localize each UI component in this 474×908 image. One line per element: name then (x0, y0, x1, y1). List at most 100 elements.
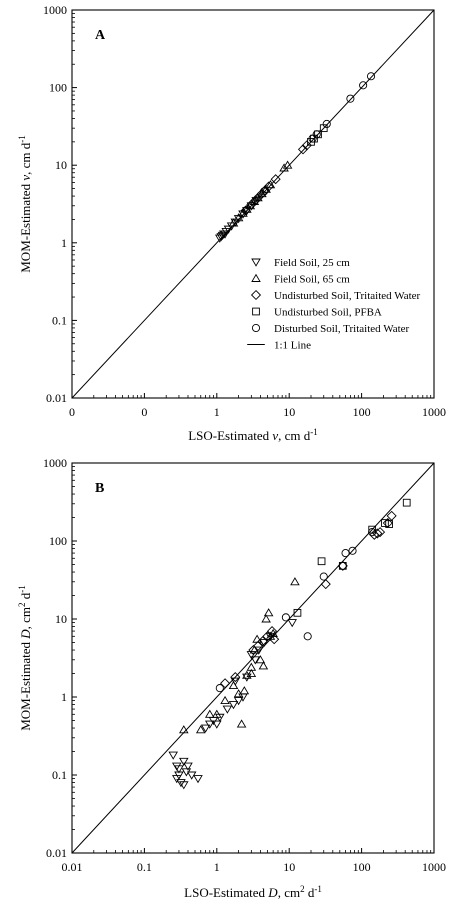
data-point-triangle-down (171, 775, 182, 784)
x-tick-label: 10 (283, 860, 295, 874)
data-point-triangle-down (259, 639, 269, 648)
data-point-triangle-down (179, 781, 189, 790)
data-point-triangle-down (174, 765, 184, 774)
data-point-triangle-down (171, 762, 182, 771)
data-point-triangle-down (183, 762, 193, 771)
y-tick-label: 0.01 (46, 391, 67, 405)
data-point-diamond (267, 626, 278, 637)
data-point-circle (319, 572, 328, 581)
legend-label: Undisturbed Soil, PFBA (274, 307, 382, 319)
plot-frame (71, 462, 435, 854)
legend-marker-triangle-down (251, 258, 261, 267)
y-tick-label: 1000 (43, 3, 67, 17)
data-point-triangle-up (265, 180, 276, 189)
legend-marker-circle (251, 323, 261, 333)
y-tick-label: 10 (55, 158, 67, 172)
legend-marker-diamond (250, 289, 262, 301)
data-point-triangle-up (282, 160, 293, 169)
data-point-diamond (269, 634, 280, 645)
data-point-triangle-up (255, 655, 266, 664)
data-point-circle (359, 81, 368, 90)
legend-label: 1:1 Line (274, 340, 311, 352)
legend-label: Field Soil, 25 cm (274, 257, 350, 269)
x-tick-label: 0.1 (137, 860, 152, 874)
data-point-triangle-up (279, 163, 289, 172)
data-point-triangle-down (176, 779, 186, 788)
data-point-diamond (372, 528, 383, 539)
data-point-diamond (250, 195, 261, 206)
data-point-diamond (320, 579, 331, 590)
data-point-diamond (240, 205, 251, 216)
data-point-circle (346, 94, 355, 103)
one-to-one-line (71, 9, 435, 399)
data-point-triangle-up (236, 719, 247, 728)
x-tick-label: 0.01 (62, 860, 83, 874)
y-tick-label: 0.1 (52, 768, 67, 782)
data-point-triangle-down (200, 724, 211, 733)
data-point-diamond (230, 672, 241, 683)
data-point-square (402, 498, 411, 507)
y-tick-label: 0.1 (52, 313, 67, 327)
legend-marker-triangle-up (251, 273, 261, 282)
data-point-triangle-up (258, 661, 269, 670)
data-point-triangle-down (179, 757, 189, 766)
y-tick-label: 100 (49, 81, 67, 95)
x-tick-label: 0 (69, 405, 75, 419)
x-tick-label: 0 (141, 405, 147, 419)
data-point-triangle-down (233, 215, 244, 224)
data-point-triangle-up (238, 208, 248, 217)
data-point-diamond (375, 527, 386, 538)
data-point-triangle-up (268, 628, 278, 638)
y-tick-label: 0.01 (46, 846, 67, 860)
data-point-triangle-down (233, 697, 244, 706)
data-point-square (385, 520, 393, 528)
legend-label: Undisturbed Soil, Tritaited Water (274, 290, 421, 302)
legend: Field Soil, 25 cm Field Soil, 65 cm Undist… (247, 257, 421, 352)
x-tick-label: 1 (214, 860, 220, 874)
data-point-diamond (263, 181, 274, 192)
data-point-circle (338, 561, 347, 570)
chart-panel-A: 0 0 1 10 100 1000 0.01 0.1 1 10 100 1000 A LSO-Estima… (17, 3, 446, 443)
chart-panel-B: 0.01 0.1 1 10 100 1000 0.01 0.1 1 10 100 1000 B LSO-E… (17, 456, 446, 900)
x-axis-label: LSO-Estimated D, cm2 d-1 (184, 884, 322, 900)
x-tick-label: 10 (283, 405, 295, 419)
data-point-diamond (270, 174, 281, 185)
data-point-circle (303, 632, 312, 641)
data-point-triangle-down (212, 720, 222, 729)
y-tick-label: 1 (61, 690, 67, 704)
one-to-one-line (71, 462, 435, 854)
data-point-diamond (297, 144, 309, 155)
data-point-triangle-up (212, 709, 222, 718)
data-point-diamond (257, 636, 268, 647)
y-tick-label: 1 (61, 236, 67, 250)
data-point-triangle-up (233, 689, 244, 698)
panel-label: A (95, 28, 106, 43)
data-point-circle (308, 134, 317, 143)
data-point-square (293, 608, 302, 617)
y-axis-label: MOM-Estimated v, cm d-1 (17, 135, 33, 273)
data-point-circle (341, 549, 350, 558)
x-tick-label: 100 (353, 405, 371, 419)
data-point-triangle-down (168, 751, 178, 760)
x-tick-label: 1 (214, 405, 220, 419)
data-point-triangle-up (220, 695, 230, 705)
data-point-triangle-down (193, 775, 203, 784)
data-point-square (319, 124, 328, 133)
data-point-diamond (253, 191, 264, 202)
data-point-diamond (252, 641, 263, 652)
x-tick-label: 1000 (422, 405, 446, 419)
data-point-square (381, 519, 389, 527)
plot-frame (71, 9, 435, 399)
data-point-circle (322, 119, 331, 129)
x-axis-label: LSO-Estimated v, cm d-1 (188, 427, 318, 443)
panel-label: B (95, 481, 104, 496)
data-point-triangle-up (195, 725, 206, 734)
data-point-triangle-up (233, 213, 244, 222)
data-point-diamond (262, 631, 273, 642)
data-point-triangle-up (228, 680, 239, 690)
data-point-circle (312, 130, 321, 139)
x-tick-label: 1000 (422, 860, 446, 874)
data-point-circle (348, 546, 357, 555)
y-tick-label: 10 (55, 612, 67, 626)
